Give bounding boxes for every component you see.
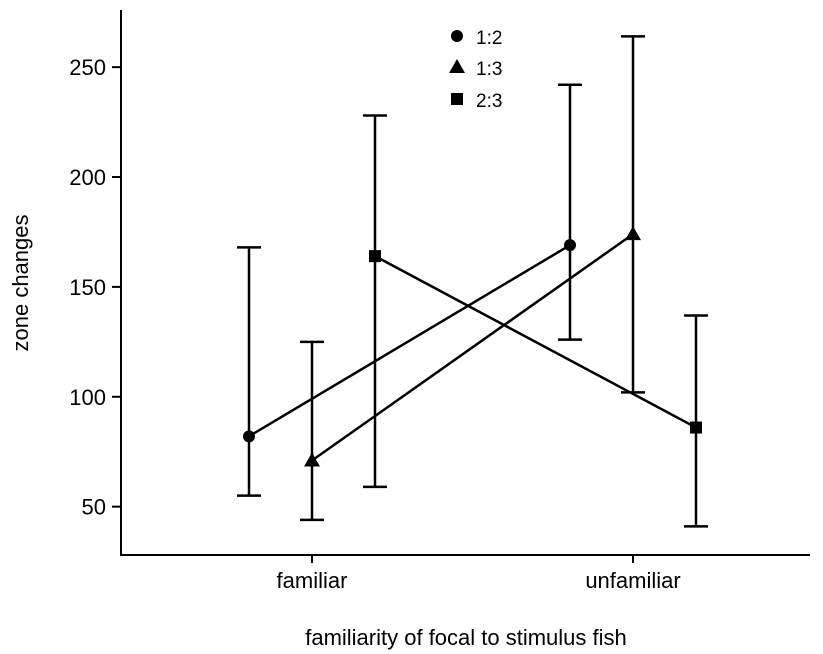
y-tick-label: 250	[69, 55, 106, 80]
markers	[243, 226, 702, 467]
y-ticks: 50 100 150 200 250	[69, 55, 121, 520]
legend-marker-3	[451, 93, 463, 105]
x-tick-label: unfamiliar	[585, 568, 680, 593]
legend-marker-2	[449, 59, 465, 73]
y-tick-label: 150	[69, 275, 106, 300]
legend-label: 1:3	[476, 59, 502, 80]
data-point-marker	[690, 421, 702, 434]
y-tick-label: 100	[69, 385, 106, 410]
legend-label: 2:3	[476, 91, 502, 112]
series-line-1	[248, 244, 571, 438]
series-line-2	[311, 233, 634, 462]
data-point-marker	[625, 226, 641, 241]
x-ticks: familiar unfamiliar	[277, 555, 681, 593]
data-point-marker	[564, 239, 576, 252]
data-point-marker	[369, 250, 381, 263]
x-axis-label: familiarity of focal to stimulus fish	[305, 625, 627, 650]
data-point-marker	[243, 430, 255, 443]
legend: 1:2 1:3 2:3	[449, 28, 502, 112]
legend-marker-1	[451, 30, 463, 42]
series-lines	[248, 233, 697, 462]
legend-label: 1:2	[476, 28, 502, 49]
y-tick-label: 200	[69, 165, 106, 190]
data-point-marker	[304, 452, 320, 467]
error-bars	[237, 35, 708, 528]
series-line-3	[374, 255, 697, 429]
axes	[120, 10, 810, 556]
x-tick-label: familiar	[277, 568, 348, 593]
y-axis-label: zone changes	[8, 215, 33, 352]
y-tick-label: 50	[82, 495, 106, 520]
